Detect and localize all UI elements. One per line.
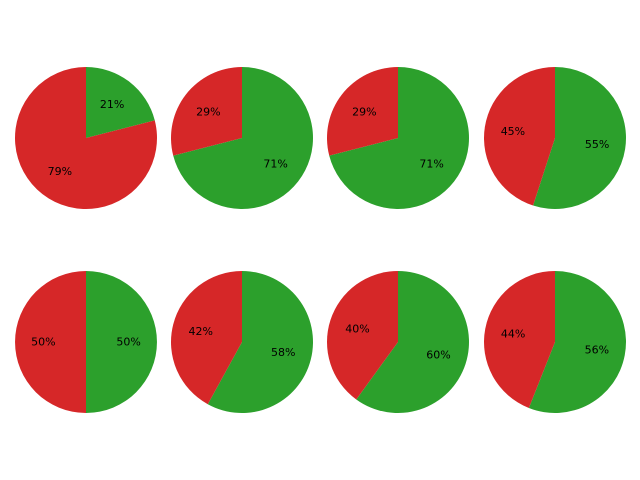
pie-8-slice-1 <box>528 271 626 413</box>
pie-1-slice-1 <box>86 67 155 138</box>
pie-3-slice-1 <box>329 67 469 209</box>
pie-1: 21% 79% <box>15 67 158 209</box>
pie-7-label-1: 60% <box>426 349 450 362</box>
pie-1-label-1: 21% <box>100 98 124 111</box>
pie-5-label-1: 50% <box>116 336 140 349</box>
pie-6-label-1: 58% <box>271 346 295 359</box>
pie-4-slice-1 <box>533 67 626 209</box>
pie-6-label-2: 42% <box>189 325 213 338</box>
pie-2: 71% 29% <box>171 67 313 209</box>
pie-6-slice-2 <box>171 271 242 405</box>
pie-2-slice-1 <box>173 67 313 209</box>
pie-2-label-1: 71% <box>263 158 287 171</box>
pie-5-slice-1 <box>86 271 157 413</box>
pie-8: 56% 44% <box>484 271 626 413</box>
pie-5-slice-2 <box>15 271 86 413</box>
pie-3-slice-2 <box>327 67 398 156</box>
pie-3-label-2: 29% <box>352 105 376 118</box>
pie-5-label-2: 50% <box>31 336 55 349</box>
pie-8-label-2: 44% <box>501 328 525 341</box>
pie-7: 60% 40% <box>327 271 469 414</box>
pie-4-slice-2 <box>483 67 555 206</box>
pie-2-label-2: 29% <box>196 105 220 118</box>
pie-3: 71% 29% <box>327 67 469 209</box>
pie-7-slice-2 <box>327 271 398 400</box>
pie-7-label-2: 40% <box>345 322 369 335</box>
pie-1-slice-2 <box>15 67 158 209</box>
pie-3-label-1: 71% <box>419 158 443 171</box>
pie-8-slice-2 <box>484 271 555 409</box>
pie-8-label-1: 56% <box>585 343 609 356</box>
pie-6-slice-1 <box>207 271 314 414</box>
pie-7-slice-1 <box>356 271 469 414</box>
pie-4: 55% 45% <box>483 67 626 209</box>
pie-4-label-1: 55% <box>585 138 609 151</box>
pie-5: 50% 50% <box>15 271 157 413</box>
pie-4-label-2: 45% <box>501 125 525 138</box>
pie-1-label-2: 79% <box>48 165 72 178</box>
pie-6: 58% 42% <box>171 271 314 414</box>
pie-2-slice-2 <box>171 67 242 156</box>
